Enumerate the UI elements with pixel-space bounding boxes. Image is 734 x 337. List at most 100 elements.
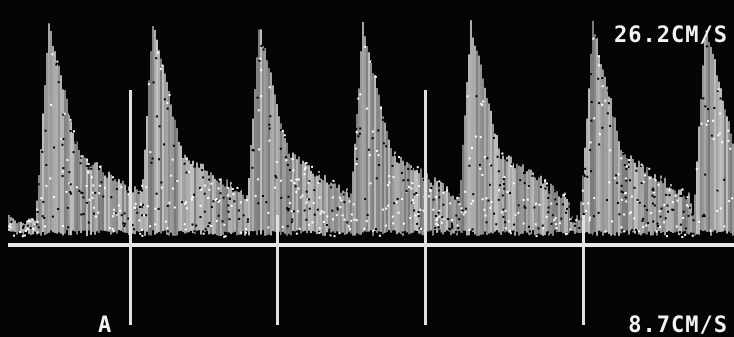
speckle	[654, 235, 657, 238]
waveform-column	[566, 198, 568, 232]
speckle	[217, 200, 220, 203]
speckle	[410, 187, 413, 190]
waveform-column	[168, 91, 170, 236]
waveform-column	[42, 113, 44, 233]
speckle	[31, 218, 34, 221]
waveform-column	[66, 98, 68, 231]
speckle	[569, 197, 572, 200]
speckle	[88, 198, 91, 201]
waveform-column	[190, 163, 192, 231]
speckle	[658, 210, 661, 213]
speckle	[411, 182, 414, 185]
speckle	[717, 134, 720, 137]
speckle	[589, 73, 592, 76]
speckle	[363, 45, 366, 48]
speckle	[651, 194, 654, 197]
speckle	[118, 177, 121, 180]
waveform-column	[48, 23, 50, 233]
speckle	[145, 186, 148, 189]
speckle	[622, 191, 625, 194]
waveform-column	[174, 118, 176, 236]
speckle	[53, 146, 56, 149]
speckle	[318, 231, 321, 234]
waveform-column	[332, 183, 334, 232]
speckle	[131, 224, 134, 227]
waveform-column	[300, 164, 302, 234]
speckle	[217, 214, 220, 217]
waveform-column	[502, 155, 504, 232]
speckle	[470, 202, 473, 205]
speckle	[663, 221, 666, 224]
speckle	[36, 210, 39, 213]
waveform-column	[368, 52, 370, 232]
speckle	[377, 154, 380, 157]
speckle	[676, 199, 679, 202]
speckle	[554, 198, 557, 201]
speckle	[471, 199, 474, 202]
speckle	[392, 222, 395, 225]
waveform-column	[710, 46, 712, 236]
speckle	[341, 214, 344, 217]
speckle	[142, 214, 145, 217]
speckle	[583, 173, 586, 176]
waveform-column	[496, 135, 498, 231]
waveform-column	[418, 173, 420, 234]
speckle	[208, 221, 211, 224]
speckle	[258, 148, 261, 151]
speckle	[395, 201, 398, 204]
speckle	[652, 220, 655, 223]
waveform-column	[298, 156, 300, 231]
speckle	[712, 119, 715, 122]
speckle	[160, 186, 163, 189]
speckle	[729, 147, 732, 150]
waveform-column	[728, 121, 730, 232]
waveform-column	[520, 166, 522, 235]
speckle	[37, 183, 40, 186]
waveform-column	[618, 141, 620, 236]
speckle	[22, 226, 25, 229]
speckle	[706, 119, 709, 122]
speckle	[316, 208, 319, 211]
speckle	[79, 162, 82, 165]
speckle	[368, 154, 371, 157]
waveform-column	[626, 158, 628, 231]
speckle	[601, 77, 604, 80]
waveform-column	[644, 172, 646, 234]
speckle	[687, 214, 690, 217]
waveform-column	[236, 190, 238, 236]
speckle	[369, 182, 372, 185]
speckle	[623, 213, 626, 216]
speckle	[326, 223, 329, 226]
speckle	[286, 225, 289, 228]
waveform-column	[636, 167, 638, 231]
speckle	[437, 226, 440, 229]
speckle	[593, 117, 596, 120]
speckle	[171, 158, 174, 161]
waveform-column	[362, 21, 364, 233]
waveform-column	[536, 180, 538, 235]
speckle	[561, 203, 564, 206]
speckle	[260, 69, 263, 72]
speckle	[502, 183, 505, 186]
speckle	[357, 135, 360, 138]
speckle	[601, 126, 604, 129]
waveform-column	[282, 131, 284, 233]
waveform-column	[250, 145, 252, 232]
waveform-column	[252, 118, 254, 232]
speckle	[172, 144, 175, 147]
waveform-column	[438, 186, 440, 232]
speckle	[663, 203, 666, 206]
waveform-column	[604, 76, 606, 233]
speckle	[687, 205, 690, 208]
waveform-column	[380, 106, 382, 232]
waveform-column	[346, 188, 348, 234]
speckle	[185, 171, 188, 174]
speckle	[82, 196, 85, 199]
speckle	[631, 229, 634, 232]
speckle	[489, 206, 492, 209]
speckle	[131, 233, 134, 236]
speckle	[168, 201, 171, 204]
speckle	[422, 178, 425, 181]
speckle	[659, 226, 662, 229]
